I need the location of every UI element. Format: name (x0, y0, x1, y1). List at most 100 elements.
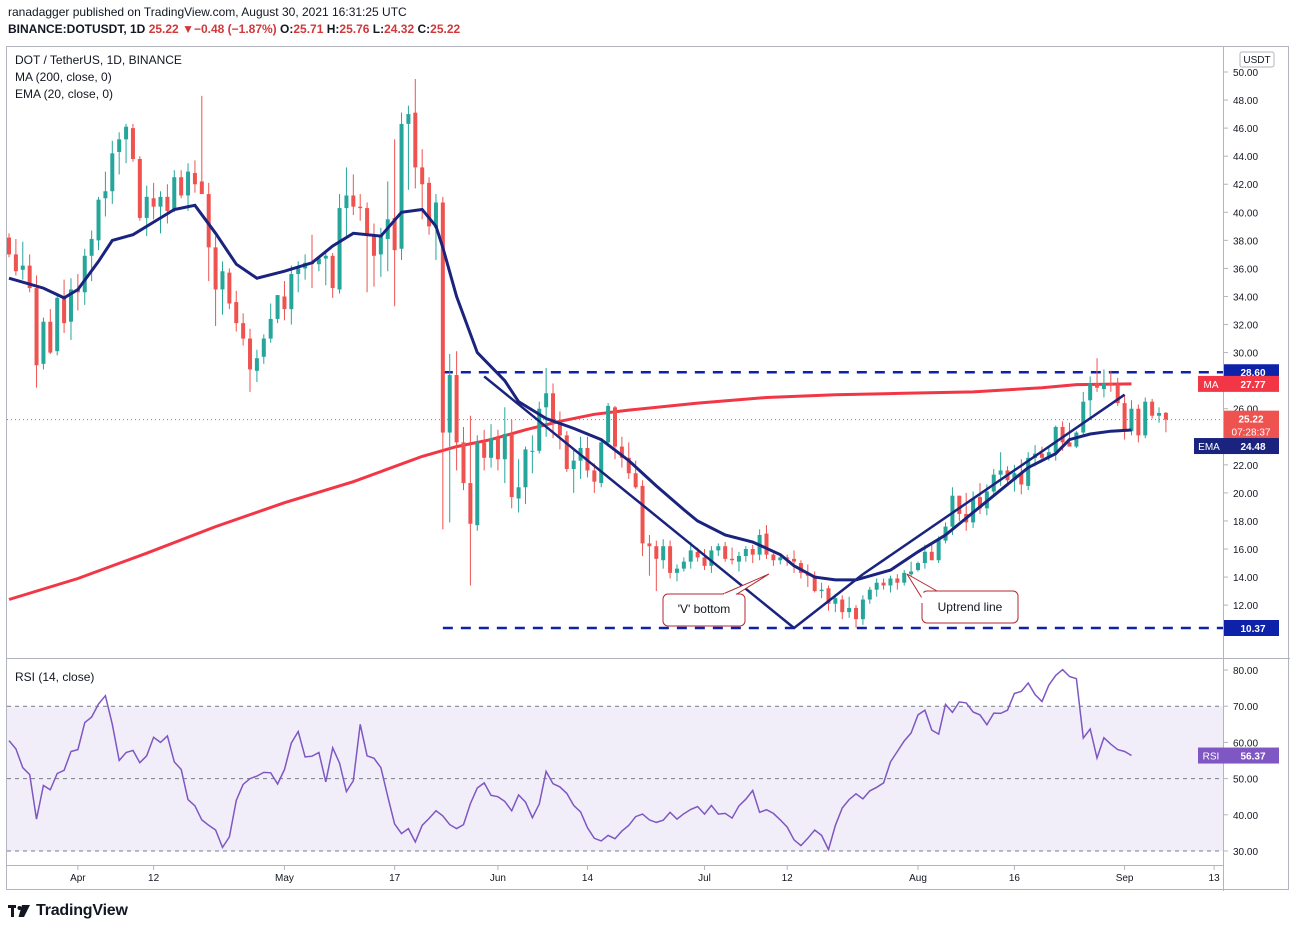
candle-body (130, 128, 135, 159)
candle-body (323, 255, 328, 259)
time-tick-label: Jun (490, 873, 506, 884)
price-tick-label: 30.00 (1233, 349, 1258, 360)
support-price-tag-box (1224, 620, 1279, 636)
candle-body (557, 424, 562, 436)
price-tick-label: 22.00 (1233, 461, 1258, 472)
candle-body (1108, 383, 1113, 385)
candle-body (234, 302, 239, 324)
candle-body (330, 255, 335, 289)
candle-body (55, 297, 60, 352)
candle-body (826, 588, 831, 604)
publish-info: ranadagger published on TradingView.com,… (8, 5, 407, 19)
price-tick-label: 18.00 (1233, 517, 1258, 528)
tradingview-logo-icon (8, 905, 30, 917)
candle-body (227, 272, 232, 304)
candle-body (606, 405, 611, 443)
price-tick-label: 12.00 (1233, 601, 1258, 612)
support-price-tag-label: 10.37 (1240, 624, 1265, 635)
candle-body (427, 182, 432, 227)
price-tick-label: 46.00 (1233, 124, 1258, 135)
candle-body (778, 557, 783, 561)
candle-body (530, 450, 535, 452)
candle-body (406, 114, 411, 124)
candle-body (475, 442, 480, 526)
candle-body (1115, 384, 1120, 404)
price-change: −0.48 (−1.87%) (193, 22, 277, 36)
candle-body (261, 338, 266, 357)
candle-body (151, 198, 156, 207)
rsi-value-tag-box (1224, 747, 1279, 764)
candle-body (916, 563, 920, 571)
price-tick-label: 34.00 (1233, 292, 1258, 303)
candle-body (874, 582, 879, 590)
currency-unit-box (1239, 51, 1275, 68)
candle-body (440, 202, 445, 433)
candle-body (186, 171, 191, 196)
candle-body (1067, 442, 1072, 447)
rsi-tick-label: 70.00 (1233, 702, 1258, 713)
candle-body (103, 191, 108, 199)
ma-name-tag-label: MA (1204, 380, 1219, 391)
time-tick-label: Aug (909, 873, 927, 884)
candle-body (674, 568, 679, 573)
ma200-line (8, 382, 1132, 601)
high-label: H: (326, 22, 340, 36)
candle-body (1136, 408, 1141, 436)
candle-body (482, 442, 487, 458)
symbol-quote-line: BINANCE:DOTUSDT, 1D 25.22 ▼−0.48 (−1.87%… (8, 22, 460, 36)
ma-price-tag-label: 27.77 (1240, 380, 1265, 391)
candle-body (62, 297, 67, 324)
price-tick-label: 48.00 (1233, 96, 1258, 107)
candle-body (716, 546, 721, 551)
ema-price-tag-label: 24.48 (1240, 442, 1265, 453)
tradingview-branding: TradingView (8, 900, 128, 922)
candle-body (1129, 408, 1134, 432)
ema-name-tag-label: EMA (1198, 442, 1220, 453)
candle-body (750, 549, 755, 555)
candle-body (124, 126, 129, 140)
candle-body (1081, 401, 1086, 433)
candle-body (509, 433, 514, 498)
candle-body (1039, 453, 1044, 458)
chart-canvas[interactable]: USDT12.0014.0016.0018.0020.0022.0024.002… (7, 47, 1290, 891)
candle-body (633, 473, 638, 488)
price-tick-label: 26.00 (1233, 405, 1258, 416)
candle-body (110, 153, 115, 192)
candle-body (158, 196, 163, 207)
candle-body (1143, 401, 1148, 436)
candle-body (695, 551, 700, 558)
rsi-value-tag-label: 56.37 (1240, 752, 1265, 763)
candle-body (647, 543, 652, 547)
candle-body (1046, 452, 1051, 458)
price-tick-label: 42.00 (1233, 180, 1258, 191)
candle-body (34, 288, 39, 366)
time-tick-label: 16 (1009, 873, 1021, 884)
ema20-line (8, 203, 1132, 582)
open-label: O: (280, 22, 294, 36)
candle-body (282, 296, 287, 310)
price-tick-label: 50.00 (1233, 68, 1258, 79)
candle-body (854, 607, 859, 620)
candle-body (1122, 403, 1127, 432)
uptrend-line (862, 393, 1126, 576)
candle-body (860, 599, 865, 620)
candle-body (571, 460, 576, 470)
last-price-tag-box (1224, 410, 1279, 441)
candle-body (1095, 383, 1100, 388)
time-tick-label: Apr (70, 873, 86, 884)
candle-body (743, 549, 748, 557)
candle-body (144, 196, 149, 218)
rsi-tick-label: 50.00 (1233, 775, 1258, 786)
candle-body (1074, 432, 1079, 447)
last-price-tag-label: 25.22 (1238, 415, 1263, 426)
candle-body (461, 442, 466, 484)
candle-body (179, 177, 184, 196)
chart-frame[interactable]: USDT12.0014.0016.0018.0020.0022.0024.002… (6, 46, 1290, 891)
candle-body (613, 407, 617, 447)
candle-body (819, 589, 824, 592)
candle-body (1157, 412, 1162, 416)
candle-body (337, 208, 342, 290)
candle-body (661, 546, 666, 561)
rsi-tick-label: 40.00 (1233, 811, 1258, 822)
candle-body (640, 485, 645, 544)
